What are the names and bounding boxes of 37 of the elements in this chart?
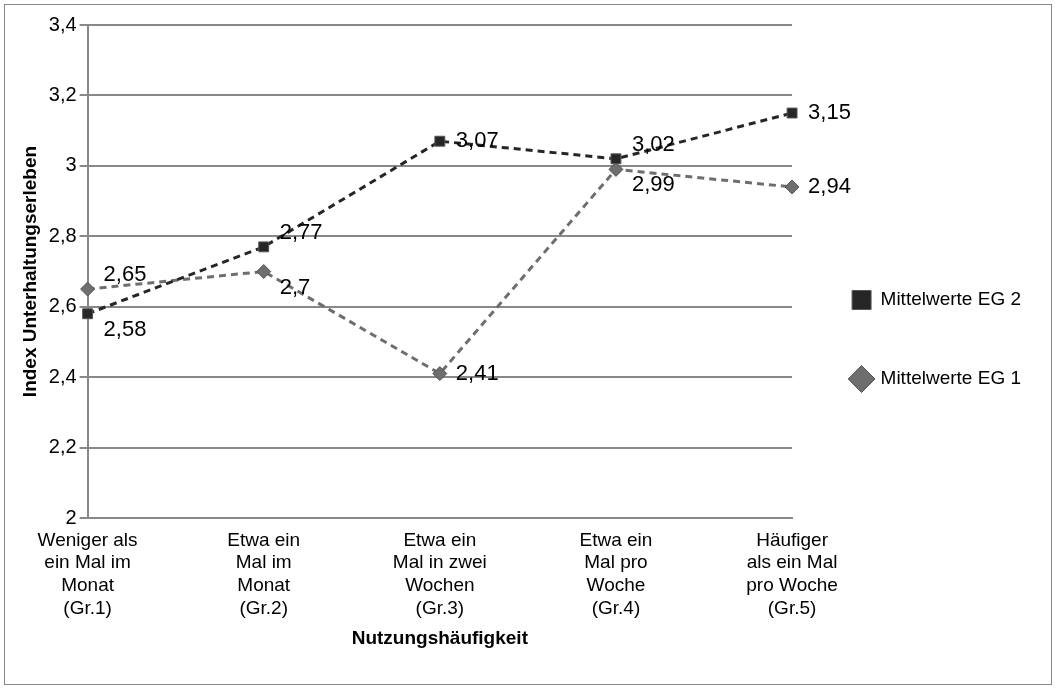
point: [610, 153, 622, 165]
point: [434, 135, 446, 147]
point: [608, 161, 624, 177]
data-label: 3,15: [808, 99, 851, 125]
y-axis-title: Index Unterhaltungserleben: [18, 145, 40, 398]
x-tick-label: Etwa ein Mal in zwei Wochen (Gr.3): [392, 528, 487, 619]
point: [786, 107, 798, 119]
y-tick-label: 2,6: [48, 294, 77, 317]
y-tick-label: 3: [65, 153, 77, 176]
data-label: 2,65: [103, 261, 147, 287]
y-tick-label: 3,2: [48, 82, 77, 105]
x-tick-label: Häufiger als ein Mal pro Woche (Gr.5): [746, 528, 838, 619]
y-tick-label: 2,2: [48, 435, 77, 458]
point: [784, 179, 800, 195]
data-label: 2,99: [631, 171, 675, 197]
data-label: 2,7: [279, 273, 311, 299]
x-tick-label: Etwa ein Mal im Monat (Gr.2): [227, 528, 301, 619]
y-tick-label: 2: [65, 505, 77, 528]
y-tick-label: 2,8: [48, 223, 77, 246]
point: [258, 241, 270, 253]
data-label: 2,41: [455, 359, 499, 385]
data-label: 2,94: [808, 173, 851, 199]
point: [256, 264, 272, 279]
point: [432, 366, 448, 382]
legend-label: Mittelwerte EG 1: [880, 367, 1022, 389]
x-axis-title: Nutzungshäufigkeit: [351, 626, 529, 648]
point: [82, 308, 94, 320]
x-tick-label: Weniger als ein Mal im Monat (Gr.1): [37, 528, 138, 619]
y-tick-label: 3,4: [48, 12, 77, 35]
y-tick-label: 2,4: [48, 364, 77, 387]
data-label: 2,77: [279, 218, 323, 244]
point: [80, 281, 96, 297]
data-label: 2,58: [103, 315, 147, 341]
legend-label: Mittelwerte EG 2: [880, 288, 1022, 310]
data-label: 3,02: [631, 130, 675, 156]
x-tick-label: Etwa ein Mal pro Woche (Gr.4): [579, 528, 653, 619]
data-label: 3,07: [455, 127, 499, 153]
